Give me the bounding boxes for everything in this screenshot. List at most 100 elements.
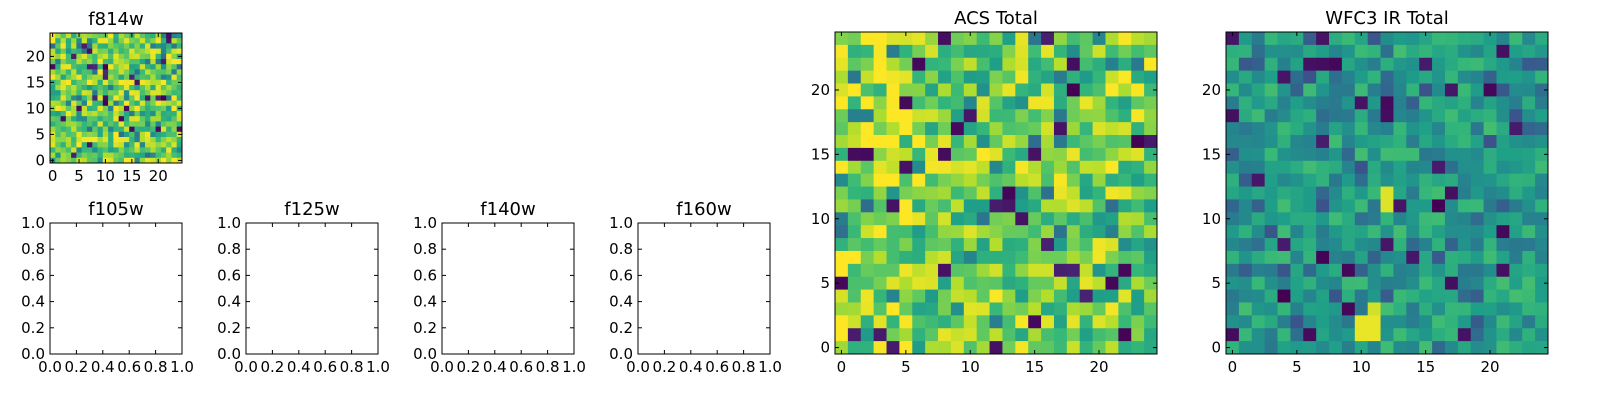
heatmap-cell xyxy=(1131,70,1145,84)
heatmap-cell xyxy=(1105,199,1119,213)
heatmap-cell xyxy=(1509,44,1523,59)
heatmap-cell xyxy=(873,315,887,329)
heatmap-cell xyxy=(1354,135,1369,149)
heatmap-cell xyxy=(1015,173,1029,187)
heatmap-cell xyxy=(1066,57,1081,72)
heatmap-cell xyxy=(1092,147,1106,162)
heatmap-cell xyxy=(1303,186,1317,200)
heatmap-cell xyxy=(1238,186,1253,200)
heatmap-cell xyxy=(873,225,887,239)
heatmap-cell xyxy=(1457,315,1472,329)
heatmap-cell xyxy=(1406,328,1420,342)
heatmap-cell xyxy=(113,59,120,65)
x-tick-label: 15 xyxy=(1416,358,1435,376)
heatmap-cell xyxy=(1535,83,1549,97)
heatmap-cell xyxy=(1041,328,1055,342)
heatmap-cell xyxy=(1522,44,1536,59)
heatmap-cell xyxy=(71,85,77,91)
x-tick-label: 15 xyxy=(1025,358,1044,376)
heatmap-cell xyxy=(1041,199,1055,213)
heatmap-cell xyxy=(1483,70,1497,84)
heatmap-cell xyxy=(976,83,990,97)
heatmap-cell xyxy=(1264,302,1278,316)
heatmap-cell xyxy=(1483,44,1497,59)
panel-title: ACS Total xyxy=(954,8,1038,29)
heatmap-cell xyxy=(1277,225,1291,239)
heatmap-cell xyxy=(1238,315,1253,329)
heatmap-cell xyxy=(1144,32,1158,46)
heatmap-cell xyxy=(1496,173,1510,187)
heatmap-cell xyxy=(1496,341,1510,355)
heatmap-cell xyxy=(102,69,109,75)
heatmap-cell xyxy=(873,341,887,355)
heatmap-cell xyxy=(76,95,83,101)
heatmap-cell xyxy=(108,116,114,122)
heatmap-cell xyxy=(1015,250,1029,265)
heatmap-cell xyxy=(860,57,875,72)
heatmap-cell xyxy=(1380,186,1394,200)
heatmap-cell xyxy=(1079,57,1093,72)
heatmap-cell xyxy=(1316,122,1330,136)
y-tick-label: 0.0 xyxy=(609,345,633,363)
heatmap-cell xyxy=(1251,122,1266,136)
heatmap-cell xyxy=(1028,147,1042,162)
heatmap-cell xyxy=(1264,186,1278,200)
heatmap-cell xyxy=(1483,109,1497,123)
heatmap-cell xyxy=(150,95,156,101)
heatmap-cell xyxy=(1509,263,1523,278)
heatmap-cell xyxy=(118,59,125,65)
heatmap-cell xyxy=(113,69,120,75)
heatmap-cell xyxy=(950,276,965,290)
heatmap-cell xyxy=(1118,135,1132,149)
heatmap-cell xyxy=(950,57,965,72)
heatmap-cell xyxy=(1131,212,1145,226)
heatmap-cell xyxy=(139,157,146,164)
heatmap-cell xyxy=(1535,276,1549,290)
heatmap-cell xyxy=(1341,341,1356,355)
heatmap-cell xyxy=(92,157,98,164)
heatmap-cell xyxy=(873,212,887,226)
heatmap-cell xyxy=(1226,32,1240,46)
heatmap-cell xyxy=(97,131,104,138)
heatmap-cell xyxy=(1066,238,1081,252)
heatmap-cell xyxy=(847,289,862,303)
heatmap-cell xyxy=(1535,212,1549,226)
heatmap-cell xyxy=(1329,315,1343,329)
heatmap-cell xyxy=(886,44,900,59)
x-tick-label: 0.8 xyxy=(732,358,756,376)
heatmap-cell xyxy=(1144,341,1158,355)
heatmap-cell xyxy=(76,85,83,91)
heatmap-cell xyxy=(1131,186,1145,200)
heatmap-cell xyxy=(129,69,135,75)
heatmap-cell xyxy=(1509,199,1523,213)
heatmap-cell xyxy=(886,135,900,149)
heatmap-cell xyxy=(1066,160,1081,175)
heatmap-cell xyxy=(835,160,849,175)
heatmap-cell xyxy=(1264,122,1278,136)
heatmap-cell xyxy=(1329,186,1343,200)
heatmap-cell xyxy=(1002,173,1016,187)
heatmap-cell xyxy=(160,53,167,60)
heatmap-cell xyxy=(1079,289,1093,303)
heatmap-cell xyxy=(65,105,72,112)
heatmap-cell xyxy=(118,116,125,122)
heatmap-cell xyxy=(1535,70,1549,84)
heatmap-cell xyxy=(1354,173,1369,187)
heatmap-cell xyxy=(81,69,88,75)
heatmap-cell xyxy=(1406,173,1420,187)
heatmap-cell xyxy=(1118,109,1132,123)
heatmap-cell xyxy=(176,126,183,133)
heatmap-cell xyxy=(860,173,875,187)
heatmap-cell xyxy=(113,79,120,86)
heatmap-cell xyxy=(1393,44,1407,59)
heatmap-cell xyxy=(847,276,862,290)
heatmap-cell xyxy=(873,44,887,59)
heatmap-cell xyxy=(129,152,135,159)
heatmap-cell xyxy=(102,126,109,133)
heatmap-cell xyxy=(55,137,61,143)
heatmap-cell xyxy=(1419,122,1433,136)
heatmap-cell xyxy=(873,70,887,84)
heatmap-cell xyxy=(1341,173,1356,187)
heatmap-cell xyxy=(145,142,151,148)
heatmap-cell xyxy=(160,121,167,127)
